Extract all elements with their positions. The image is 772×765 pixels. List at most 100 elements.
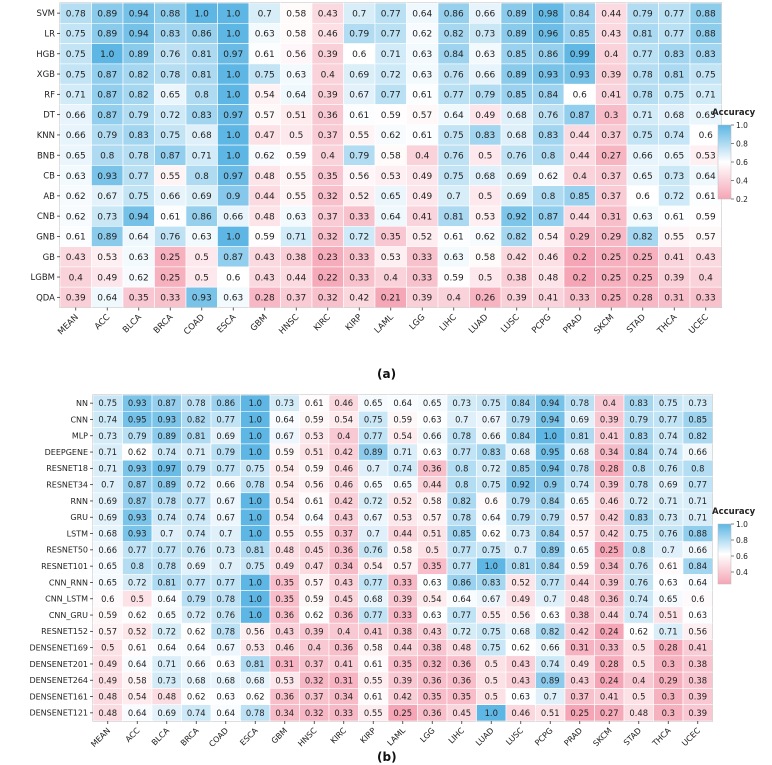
cell-value: 0.36: [423, 675, 442, 685]
cell-value: 0.7: [447, 192, 461, 202]
cell-value: 0.83: [696, 50, 716, 60]
cell-value: 0.74: [187, 512, 206, 522]
cell-value: 0.33: [600, 643, 619, 653]
cell-value: 0.78: [246, 708, 265, 718]
cell-value: 0.44: [570, 131, 590, 141]
cell-value: 0.63: [475, 50, 495, 60]
cell-value: 1.0: [226, 131, 241, 141]
cell-value: 0.62: [129, 273, 149, 283]
cell-value: 0.65: [659, 594, 678, 604]
cell-value: 0.46: [334, 398, 353, 408]
cell-value: 0.39: [688, 692, 707, 702]
cell-value: 0.73: [664, 172, 684, 182]
cell-value: 0.64: [696, 172, 716, 182]
cell-value: 0.75: [66, 50, 86, 60]
cell-value: 0.77: [216, 414, 235, 424]
cell-value: 0.54: [334, 414, 353, 424]
cell-value: 0.75: [66, 30, 86, 40]
cell-value: 0.66: [98, 545, 117, 555]
cell-value: 0.46: [511, 708, 530, 718]
row-label: RF: [44, 90, 55, 100]
cell-value: 0.53: [381, 172, 401, 182]
cell-value: 0.71: [286, 233, 306, 243]
cell-value: 1.0: [485, 708, 498, 718]
cell-value: 0.87: [128, 480, 147, 490]
cell-value: 0.4: [603, 398, 616, 408]
cell-value: 0.34: [600, 447, 619, 457]
row-label: RESNET152: [41, 627, 88, 636]
cell-value: 0.77: [664, 30, 684, 40]
cell-value: 0.82: [129, 70, 149, 80]
row-label: GRU: [70, 513, 88, 522]
cell-value: 0.72: [349, 233, 369, 243]
cell-value: 0.41: [334, 659, 353, 669]
cell-value: 0.76: [659, 463, 678, 473]
cell-value: 0.75: [633, 131, 653, 141]
cell-value: 0.79: [129, 111, 149, 121]
column-label: LUSC: [499, 313, 522, 336]
cell-value: 0.3: [662, 692, 675, 702]
cell-value: 0.36: [452, 675, 471, 685]
cell-value: 0.81: [664, 70, 684, 80]
colorbar-tick-label: 0.4: [736, 568, 748, 577]
cell-value: 0.5: [426, 545, 439, 555]
cell-value: 0.94: [129, 212, 149, 222]
cell-value: 0.66: [475, 70, 495, 80]
cell-value: 0.77: [659, 414, 678, 424]
cell-value: 0.55: [364, 708, 383, 718]
cell-value: 0.7: [219, 529, 232, 539]
cell-value: 0.64: [286, 91, 306, 101]
cell-value: 0.94: [541, 398, 560, 408]
cell-value: 0.61: [160, 212, 180, 222]
cell-value: 0.39: [600, 577, 619, 587]
cell-value: 0.37: [305, 659, 324, 669]
cell-value: 0.82: [633, 233, 653, 243]
row-label: GNB: [36, 233, 55, 243]
row-label: LGBM: [31, 273, 56, 283]
cell-value: 0.95: [541, 447, 560, 457]
cell-value: 0.64: [688, 577, 707, 587]
column-label: PCPG: [533, 726, 555, 748]
cell-value: 0.93: [570, 70, 590, 80]
cell-value: 0.89: [157, 431, 176, 441]
cell-value: 0.42: [393, 692, 412, 702]
cell-value: 0.75: [364, 414, 383, 424]
cell-value: 0.5: [131, 594, 144, 604]
cell-value: 0.39: [66, 294, 86, 304]
cell-value: 1.0: [226, 91, 241, 101]
cell-value: 0.22: [318, 273, 338, 283]
cell-value: 0.51: [541, 708, 560, 718]
cell-value: 0.77: [444, 91, 464, 101]
cell-value: 0.75: [160, 131, 180, 141]
cell-value: 0.65: [364, 480, 383, 490]
cell-value: 0.9: [544, 480, 557, 490]
cell-value: 0.81: [511, 561, 530, 571]
cell-value: 0.59: [696, 212, 716, 222]
cell-value: 0.61: [659, 561, 678, 571]
cell-value: 0.99: [570, 50, 590, 60]
cell-value: 0.41: [601, 91, 621, 101]
row-label: CNN_LSTM: [45, 595, 88, 604]
cell-value: 0.8: [455, 480, 468, 490]
cell-value: 0.75: [696, 70, 716, 80]
cell-value: 0.83: [475, 131, 495, 141]
cell-value: 0.45: [334, 594, 353, 604]
cell-value: 0.8: [100, 151, 115, 161]
cell-value: 0.72: [381, 70, 401, 80]
cell-value: 0.89: [507, 30, 527, 40]
column-label: COAD: [207, 726, 230, 749]
cell-value: 0.64: [393, 398, 412, 408]
cell-value: 0.35: [423, 561, 442, 571]
cell-value: 0.43: [318, 9, 338, 19]
cell-value: 0.43: [275, 626, 294, 636]
cell-value: 0.78: [452, 512, 471, 522]
column-label: COAD: [182, 312, 207, 337]
cell-value: 0.82: [444, 30, 464, 40]
cell-value: 0.49: [98, 675, 117, 685]
cell-value: 1.0: [226, 151, 241, 161]
cell-value: 0.65: [570, 545, 589, 555]
cell-value: 0.75: [444, 172, 464, 182]
cell-value: 0.25: [601, 253, 621, 263]
cell-value: 0.8: [691, 463, 704, 473]
cell-value: 0.88: [688, 529, 707, 539]
